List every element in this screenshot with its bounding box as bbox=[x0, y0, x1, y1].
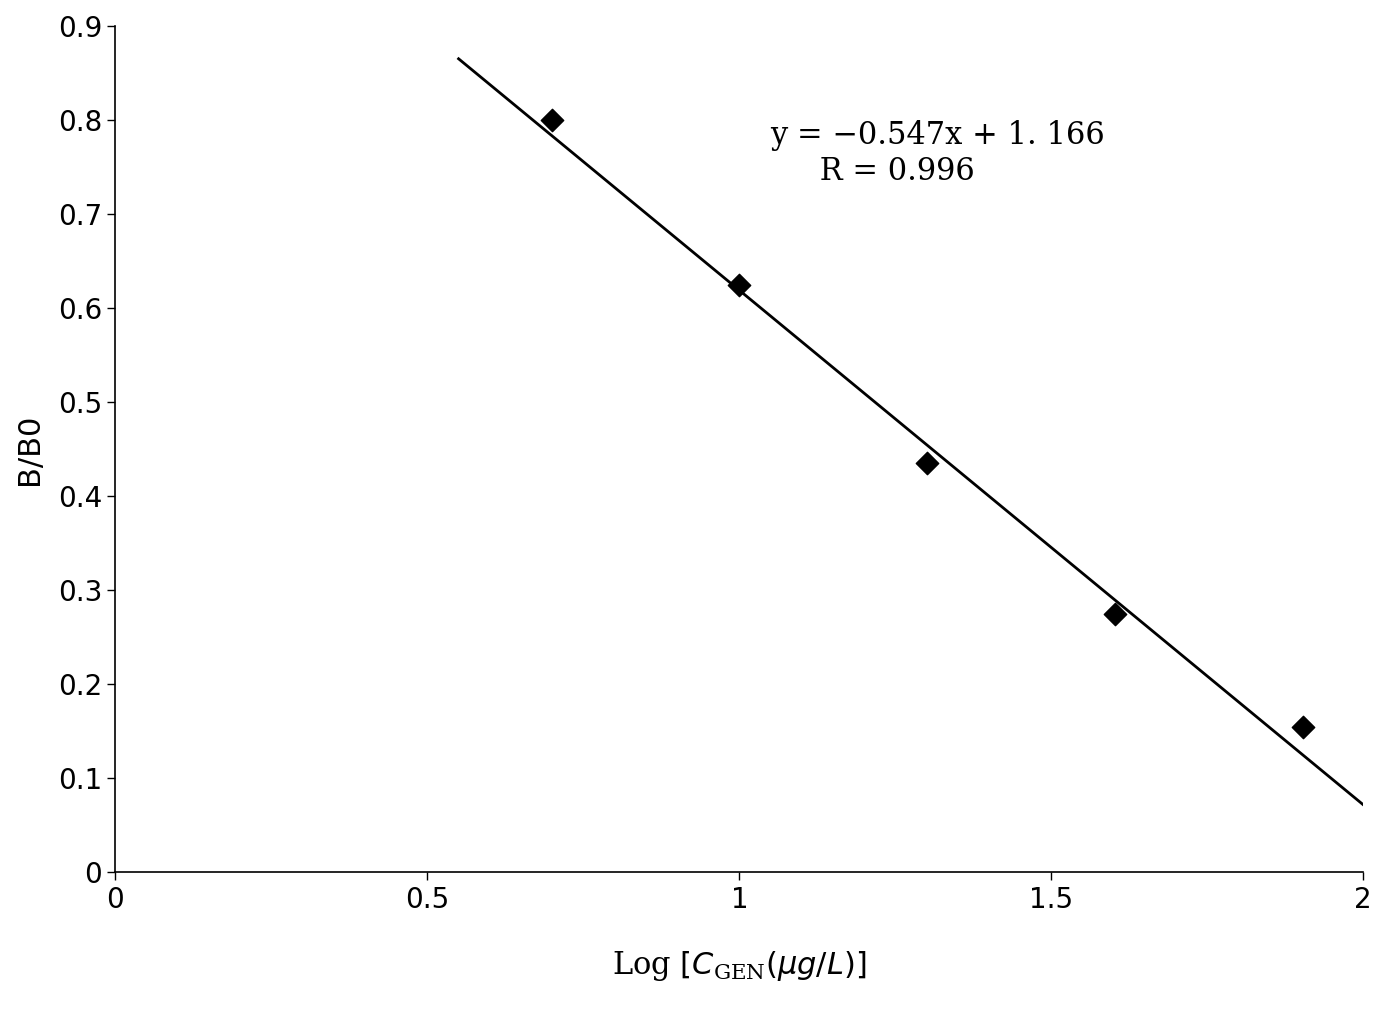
Text: y = −0.547x + 1. 166
     R = 0.996: y = −0.547x + 1. 166 R = 0.996 bbox=[771, 120, 1105, 187]
Point bbox=[1291, 718, 1313, 735]
Point bbox=[1104, 606, 1126, 622]
Text: Log $[C_{\mathregular{GEN}}(\mu g/L)]$: Log $[C_{\mathregular{GEN}}(\mu g/L)]$ bbox=[612, 948, 867, 983]
Y-axis label: B/B0: B/B0 bbox=[15, 413, 44, 485]
Point bbox=[915, 455, 938, 472]
Point bbox=[541, 112, 563, 128]
Point bbox=[728, 276, 750, 293]
